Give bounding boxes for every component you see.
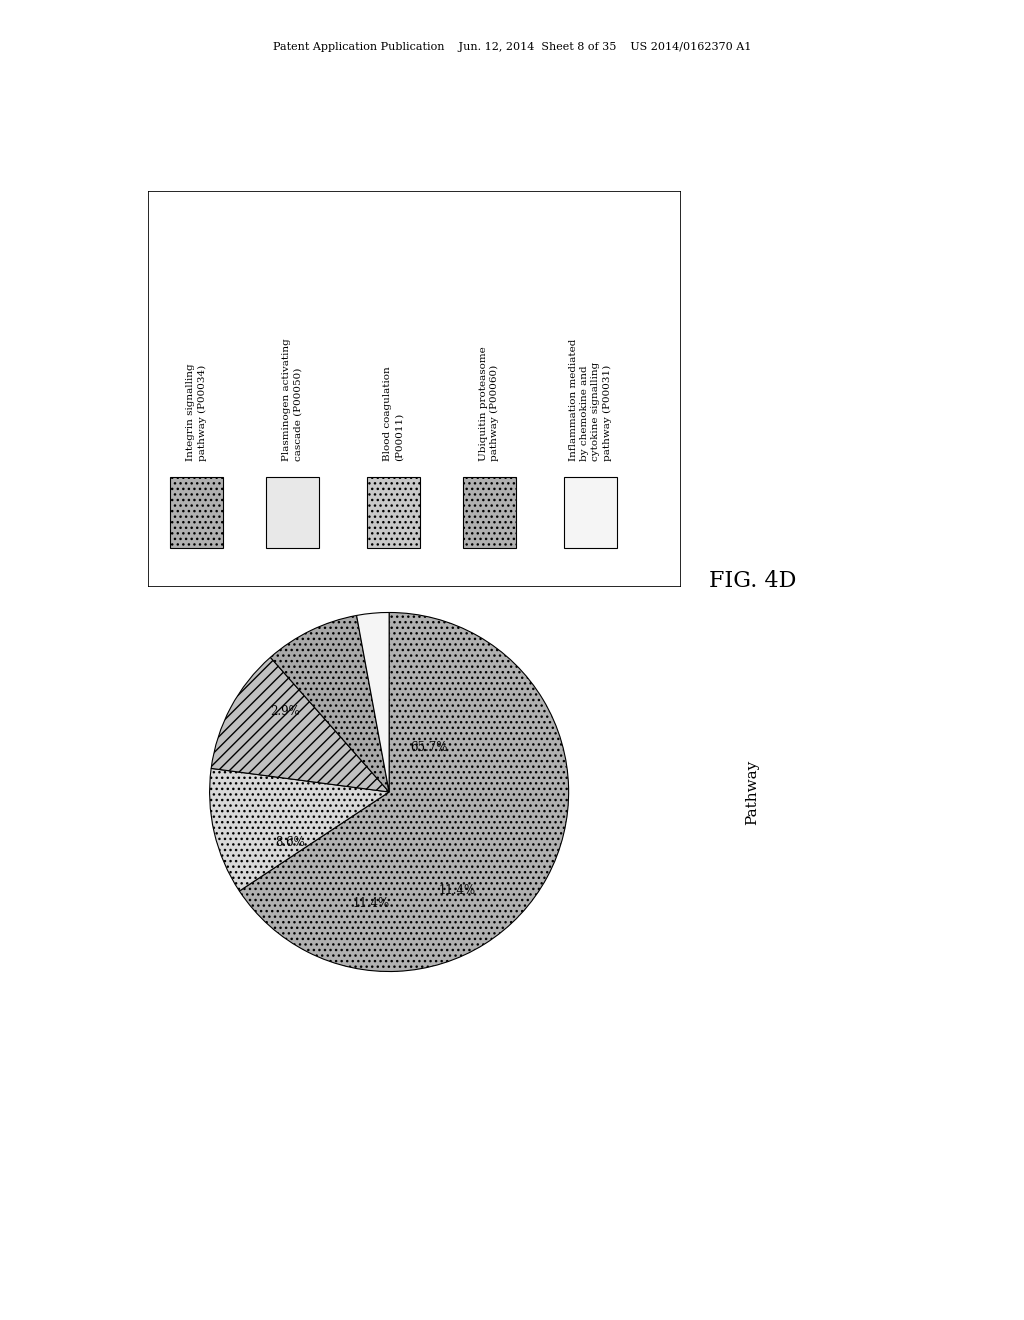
Text: 2.9%: 2.9% — [270, 705, 300, 718]
Wedge shape — [211, 657, 389, 792]
Bar — [265, 477, 318, 548]
Text: 11.4%: 11.4% — [352, 896, 390, 909]
Text: Blood coagulation
(P00011): Blood coagulation (P00011) — [383, 366, 403, 461]
Text: Integrin signalling
pathway (P00034): Integrin signalling pathway (P00034) — [186, 363, 207, 461]
Text: 11.4%: 11.4% — [438, 884, 476, 898]
Text: 8.6%: 8.6% — [275, 836, 305, 849]
Text: Ubiquitin proteasome
pathway (P00060): Ubiquitin proteasome pathway (P00060) — [479, 346, 500, 461]
Text: Inflammation mediated
by chemokine and
cytokine signalling
pathway (P00031): Inflammation mediated by chemokine and c… — [569, 338, 611, 461]
Bar — [170, 477, 223, 548]
Text: FIG. 4D: FIG. 4D — [709, 570, 797, 591]
Text: 65.7%: 65.7% — [410, 741, 447, 754]
Wedge shape — [210, 768, 389, 891]
Bar — [564, 477, 617, 548]
Text: Patent Application Publication    Jun. 12, 2014  Sheet 8 of 35    US 2014/016237: Patent Application Publication Jun. 12, … — [272, 42, 752, 53]
Text: Pathway: Pathway — [745, 759, 760, 825]
Bar — [463, 477, 516, 548]
Wedge shape — [270, 615, 389, 792]
Text: Plasminogen activating
cascade (P00050): Plasminogen activating cascade (P00050) — [283, 338, 302, 461]
Wedge shape — [240, 612, 568, 972]
Wedge shape — [356, 612, 389, 792]
Bar — [367, 477, 420, 548]
